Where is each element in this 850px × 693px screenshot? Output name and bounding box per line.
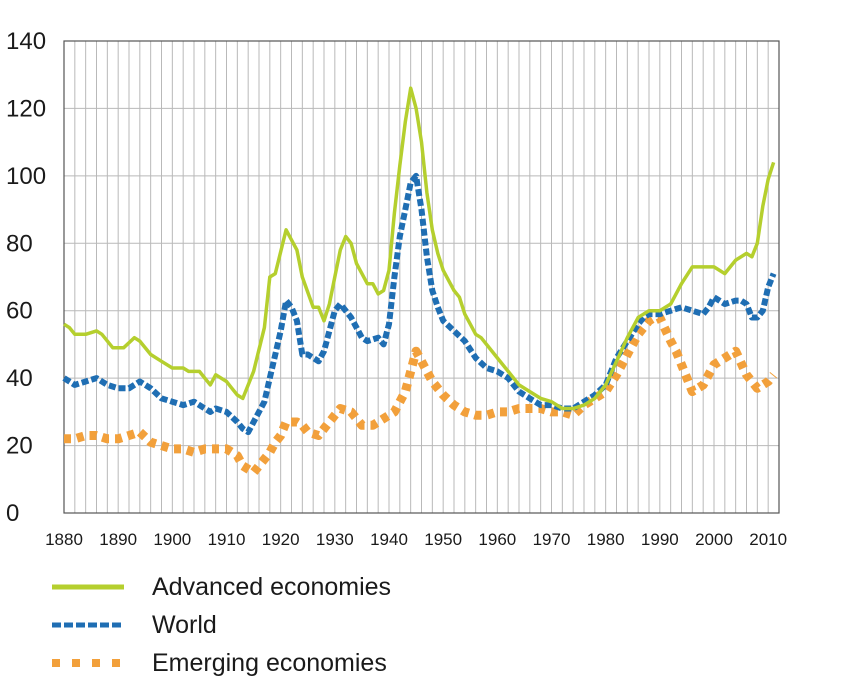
x-axis: 1880 1890 1900 1910 1920 1930 1940 1950 1960 1970… (45, 530, 787, 549)
y-tick-label: 80 (6, 230, 33, 257)
x-tick-label: 1940 (370, 530, 408, 549)
grid-lines (64, 41, 779, 513)
series-layer (62, 86, 778, 477)
legend-swatch-advanced (52, 584, 124, 590)
legend-label-emerging: Emerging economies (152, 648, 387, 677)
x-tick-label: 1970 (533, 530, 571, 549)
x-tick-label: 1910 (208, 530, 246, 549)
x-tick-label: 1990 (641, 530, 679, 549)
y-tick-label: 20 (6, 433, 33, 460)
series-line-world (62, 172, 777, 436)
legend-label-world: World (152, 610, 217, 639)
series-line-advanced-economies (63, 86, 776, 411)
series-line-emerging-economies (64, 313, 778, 477)
x-tick-label: 1930 (316, 530, 354, 549)
x-tick-label: 1900 (153, 530, 191, 549)
y-tick-label: 40 (6, 365, 33, 392)
x-tick-label: 2000 (695, 530, 733, 549)
x-tick-label: 1980 (587, 530, 625, 549)
plot-frame (63, 40, 780, 514)
x-tick-label: 2010 (749, 530, 787, 549)
y-tick-label: 100 (6, 163, 46, 190)
y-tick-label: 140 (6, 28, 46, 55)
y-tick-label: 60 (6, 298, 33, 325)
y-axis: 0 20 40 60 80 100 120 140 (6, 28, 46, 527)
legend-label-advanced: Advanced economies (152, 572, 392, 601)
y-tick-label: 120 (6, 95, 46, 122)
y-tick-label: 0 (6, 500, 19, 527)
legend-swatch-emerging (52, 659, 124, 667)
legend-item-emerging: Emerging economies (50, 644, 391, 682)
x-tick-label: 1880 (45, 530, 83, 549)
legend-item-world: World (50, 606, 391, 644)
x-tick-label: 1960 (478, 530, 516, 549)
x-tick-label: 1890 (99, 530, 137, 549)
x-tick-label: 1950 (424, 530, 462, 549)
legend-item-advanced: Advanced economies (50, 568, 391, 606)
x-tick-label: 1920 (262, 530, 300, 549)
legend: Advanced economies World Emerging econom… (50, 568, 391, 682)
legend-swatch-world (52, 622, 124, 628)
